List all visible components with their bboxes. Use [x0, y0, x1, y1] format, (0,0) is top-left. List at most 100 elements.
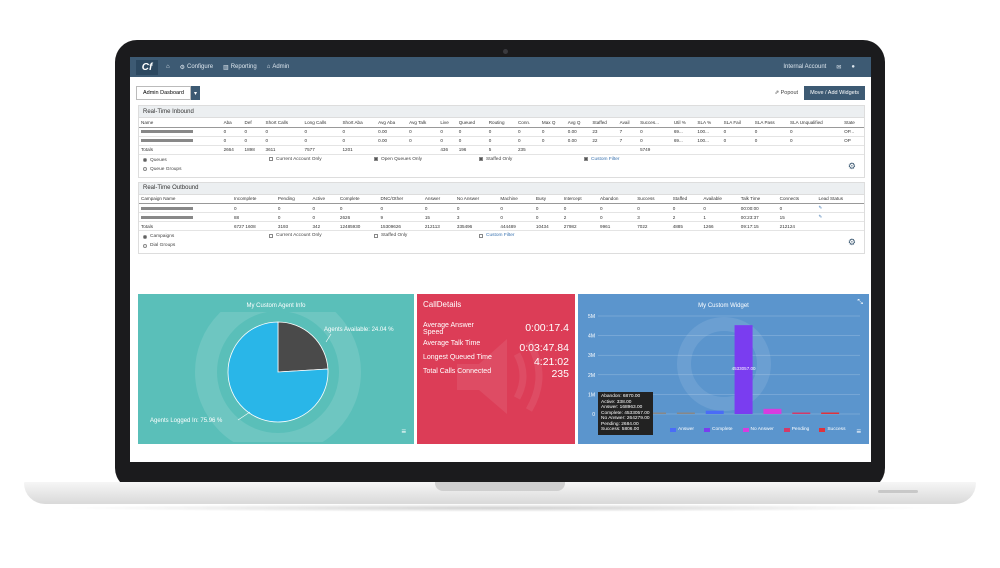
table-row[interactable]: 0 0 0 0 0 0.00 0 0 0 0 0 0 0.00 22 7 0 69... 100... 0 0 0 OP — [139, 136, 864, 146]
pie-slice-agents-logged-in[interactable] — [227, 321, 329, 423]
column-header[interactable]: SLA Fail — [721, 118, 753, 128]
column-header[interactable]: Available — [701, 194, 739, 204]
legend-item[interactable]: Complete — [704, 427, 733, 432]
column-header[interactable]: No Answer — [454, 194, 499, 204]
menu-icon[interactable]: ≡ — [856, 427, 861, 436]
checkbox-custom-filter[interactable]: Custom Filter — [479, 233, 515, 238]
column-header[interactable]: Abandon — [598, 194, 636, 204]
checkbox-current-account[interactable]: Current Account Only — [269, 233, 322, 238]
column-header[interactable]: Answer — [422, 194, 455, 204]
checkbox-open-queues[interactable]: Open Queues Only — [374, 157, 422, 162]
column-header[interactable]: Avg Q — [565, 118, 591, 128]
home-icon[interactable]: ⌂ — [166, 64, 170, 70]
bar-no-answer[interactable] — [763, 408, 782, 414]
account-label[interactable]: Internal Account — [783, 64, 827, 70]
column-header[interactable]: Avg Talk — [407, 118, 439, 128]
column-header[interactable]: State — [842, 118, 864, 128]
bar-active[interactable] — [676, 412, 695, 415]
legend-swatch — [670, 427, 676, 432]
column-header[interactable]: Busy — [533, 194, 562, 204]
legend-item[interactable]: Answer — [670, 427, 694, 432]
chat-icon[interactable]: ✉ — [836, 64, 842, 71]
edit-icon[interactable]: ✎ — [816, 203, 864, 213]
radio-campaigns[interactable]: Campaigns — [143, 234, 174, 239]
bar-complete[interactable] — [734, 325, 753, 414]
column-header[interactable]: Intercept — [561, 194, 599, 204]
checkbox-current-account[interactable]: Current Account Only — [269, 157, 322, 162]
table-cell: 0 — [533, 203, 562, 213]
table-row[interactable]: 88 0 0 2626 9 15 3 0 0 2 0 3 2 1 00:23:37 15 ✎ — [139, 212, 864, 222]
legend-item[interactable]: Pending — [783, 427, 809, 432]
column-header[interactable]: Short Calls — [263, 118, 303, 128]
column-header[interactable]: Complete — [337, 194, 379, 204]
column-header[interactable]: SLA % — [695, 118, 722, 128]
radio-dial-groups[interactable]: Dial Groups — [143, 243, 175, 248]
column-header[interactable]: Lead Status — [816, 194, 864, 204]
column-header[interactable]: Routing — [486, 118, 516, 128]
bar-abandon[interactable] — [648, 412, 666, 415]
column-header[interactable]: Def — [242, 118, 264, 128]
move-add-widgets-button[interactable]: Move / Add Widgets — [804, 86, 865, 100]
column-header[interactable]: Staffed — [590, 118, 618, 128]
bar-success[interactable] — [821, 412, 840, 415]
nav-admin[interactable]: ⌂ Admin — [266, 64, 290, 70]
column-header[interactable]: Campaign Name — [139, 194, 232, 204]
totals-cell — [376, 145, 408, 155]
menu-icon[interactable]: ≡ — [401, 427, 406, 436]
column-header[interactable]: Queued — [456, 118, 487, 128]
checkbox-staffed-only[interactable]: Staffed Only — [374, 233, 407, 238]
column-header[interactable]: Avg Aba — [376, 118, 408, 128]
radio-queue-groups[interactable]: Queue Groups — [143, 167, 181, 172]
column-header[interactable]: DNC/Other — [378, 194, 423, 204]
table-cell: 15 — [777, 212, 817, 222]
checkbox-staffed-only[interactable]: Staffed Only — [479, 157, 512, 162]
column-header[interactable]: Util % — [671, 118, 696, 128]
column-header[interactable]: Incomplete — [231, 194, 276, 204]
column-header[interactable]: Pending — [275, 194, 311, 204]
column-header[interactable]: Aba — [221, 118, 243, 128]
legend-item[interactable]: No Answer — [742, 427, 774, 432]
legend-label: Complete — [712, 427, 733, 432]
column-header[interactable]: Talk Time — [738, 194, 778, 204]
column-header[interactable]: Long Calls — [302, 118, 341, 128]
pie-slice-agents-available[interactable] — [277, 321, 329, 373]
column-header[interactable]: Success — [635, 194, 671, 204]
column-header[interactable]: Short Aba — [340, 118, 377, 128]
column-header[interactable]: Connects — [777, 194, 817, 204]
column-header[interactable]: Max Q — [539, 118, 566, 128]
user-icon[interactable]: ● — [851, 64, 855, 70]
chart-legend: Answer Complete No Answer Pending Success — [670, 427, 845, 432]
column-header[interactable]: SLA Pass — [752, 118, 789, 128]
column-header[interactable]: Conn. — [515, 118, 540, 128]
bar-answer[interactable] — [705, 410, 724, 414]
radio-queues[interactable]: Queues — [143, 158, 167, 163]
gear-icon[interactable]: ⚙ — [847, 237, 856, 247]
bar-pending[interactable] — [792, 412, 811, 415]
y-tick-label: 2M — [588, 373, 595, 379]
chevron-down-icon[interactable]: ▾ — [190, 86, 200, 100]
gear-icon[interactable]: ⚙ — [847, 160, 856, 171]
column-header[interactable]: Avail — [617, 118, 639, 128]
table-row[interactable]: 0 0 0 0 0 0.00 0 0 0 0 0 0 0.00 23 7 0 69... 100... 0 0 0 OP.… — [139, 127, 864, 137]
column-header[interactable]: Live — [438, 118, 457, 128]
nav-configure[interactable]: ⚙ Configure — [179, 64, 214, 71]
table-cell: 0.00 — [565, 127, 591, 137]
outbound-panel: Real-Time Outbound Campaign Name Incomple… — [138, 181, 865, 254]
legend-item[interactable]: Success — [819, 427, 845, 432]
popout-link[interactable]: ⇗ Popout — [774, 90, 799, 96]
column-header[interactable]: Succes... — [638, 118, 672, 128]
checkbox-custom-filter[interactable]: Custom Filter — [584, 157, 620, 162]
column-header[interactable]: SLA Unqualified — [788, 118, 843, 128]
expand-icon[interactable]: ⤡ — [857, 299, 863, 306]
dashboard-select[interactable]: Admin Dasboard — [136, 86, 191, 100]
column-header[interactable]: Machine — [498, 194, 534, 204]
table-row[interactable]: 0 0 0 0 0 0 0 0 0 0 0 0 0 0 00:00:00 0 ✎ — [139, 203, 864, 213]
outbound-options: Campaigns Dial Groups Current Account On… — [139, 231, 864, 253]
table-cell: 0 — [221, 136, 243, 146]
column-header[interactable]: Active — [310, 194, 338, 204]
nav-reporting[interactable]: ▥ Reporting — [223, 64, 257, 71]
app-logo[interactable]: Cf — [136, 59, 158, 75]
column-header[interactable]: Staffed — [670, 194, 702, 204]
edit-icon[interactable]: ✎ — [816, 212, 864, 222]
column-header[interactable]: Name — [139, 118, 222, 128]
